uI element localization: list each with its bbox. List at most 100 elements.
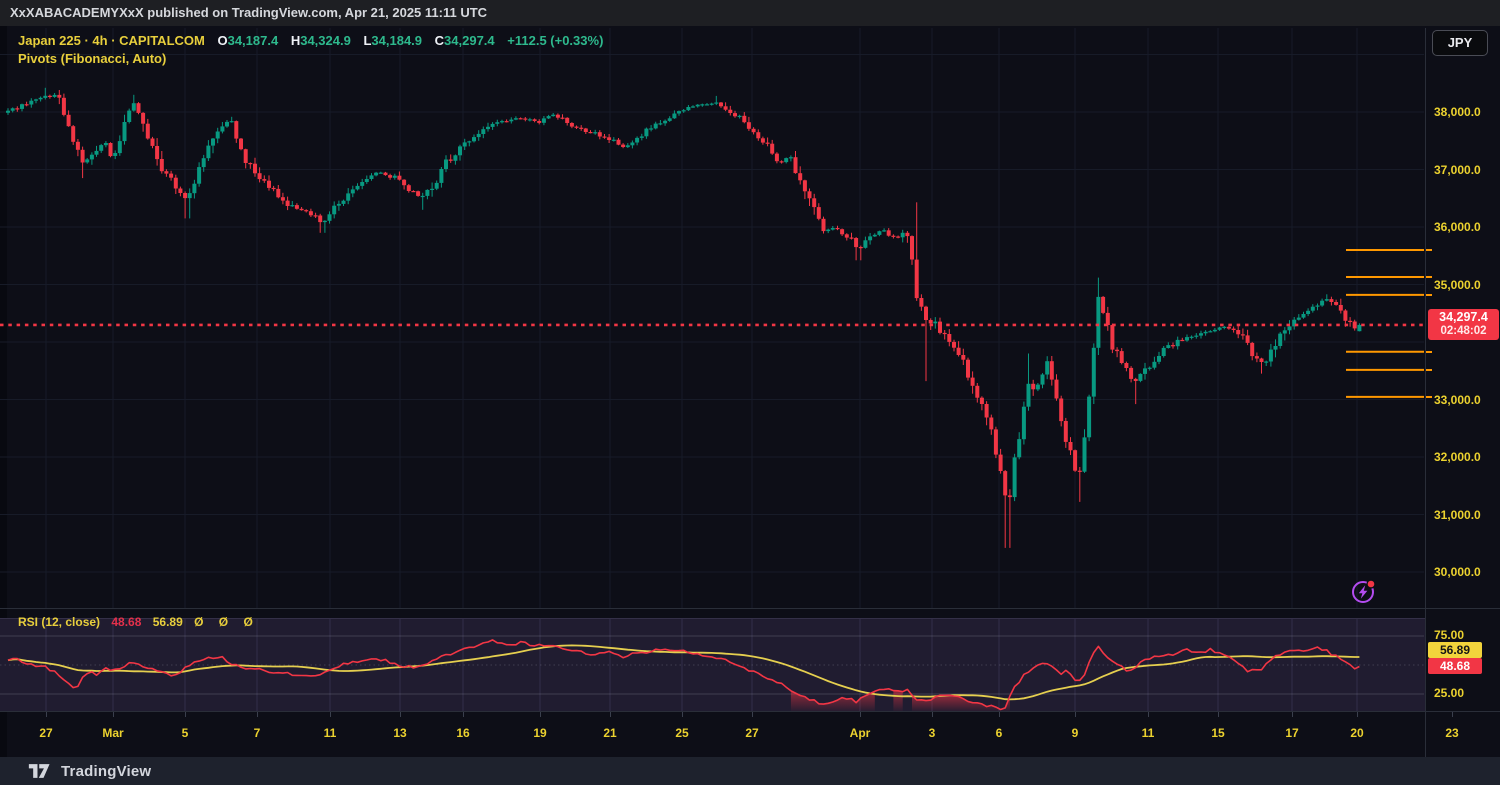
price-axis-label: 37,000.0 bbox=[1434, 162, 1481, 177]
bar-countdown: 02:48:02 bbox=[1440, 325, 1487, 338]
price-axis-label: 31,000.0 bbox=[1434, 507, 1481, 522]
time-axis-tick bbox=[682, 712, 683, 717]
time-axis-tick bbox=[330, 712, 331, 717]
indicator-legend-pivots[interactable]: Pivots (Fibonacci, Auto) bbox=[18, 51, 167, 66]
time-axis-label: 19 bbox=[533, 726, 547, 740]
price-axis-label: 30,000.0 bbox=[1434, 565, 1481, 579]
symbol-legend-row[interactable]: Japan 225 · 4h · CAPITALCOM O34,187.4 H3… bbox=[18, 33, 603, 48]
time-axis-label: 21 bbox=[603, 726, 617, 740]
price-axis-label: 36,000.0 bbox=[1434, 220, 1481, 234]
fib-level-tick bbox=[1426, 350, 1432, 353]
time-axis-label: 7 bbox=[253, 726, 261, 740]
price-axis-label: 38,000.0 bbox=[1434, 105, 1481, 119]
boost-icon[interactable] bbox=[1348, 576, 1380, 608]
rsi-current-value: 48.68 bbox=[111, 615, 142, 629]
symbol-title[interactable]: Japan 225 · 4h · CAPITALCOM bbox=[18, 33, 205, 48]
price-axis-label: 35,000.0 bbox=[1434, 277, 1481, 292]
rsi-pane-bottom-border bbox=[0, 711, 1500, 712]
main-chart-pane[interactable]: Japan 225 · 4h · CAPITALCOM O34,187.4 H3… bbox=[0, 28, 1425, 608]
time-axis-label: 5 bbox=[181, 726, 189, 740]
price-scale[interactable]: JPY 34,297.4 02:48:02 38,000.0 37,000.0 36… bbox=[1425, 28, 1500, 757]
rsi-ma-line bbox=[7, 644, 1360, 701]
chart-left-inset bbox=[0, 26, 7, 757]
rsi-ma-badge: 56.89 bbox=[1428, 641, 1482, 658]
open-value: 34,187.4 bbox=[227, 33, 279, 48]
close-label: C bbox=[434, 33, 445, 48]
time-axis-tick bbox=[1148, 712, 1149, 717]
time-axis-label: 20 bbox=[1350, 726, 1364, 740]
time-axis-tick bbox=[257, 712, 258, 717]
high-value: 34,324.9 bbox=[300, 33, 351, 48]
price-axis-label: 33,000.0 bbox=[1434, 392, 1481, 407]
time-axis-tick bbox=[1075, 712, 1076, 717]
rsi-upper-band-label: 75.00 bbox=[1434, 628, 1465, 642]
rsi-legend-row[interactable]: RSI (12, close) 48.68 56.89 Ø Ø Ø bbox=[18, 615, 259, 629]
rsi-line bbox=[7, 639, 1360, 711]
tradingview-logo-icon bbox=[28, 764, 50, 778]
price-axis-label: 32,000.0 bbox=[1434, 450, 1481, 464]
time-axis-label: 11 bbox=[323, 726, 337, 740]
time-axis-label: 16 bbox=[456, 726, 470, 740]
rsi-value-badge: 48.68 bbox=[1428, 657, 1482, 674]
brand-name: TradingView bbox=[61, 762, 152, 780]
time-axis-tick bbox=[932, 712, 933, 717]
time-axis-tick bbox=[1357, 712, 1358, 717]
pane-separator[interactable] bbox=[0, 608, 1500, 609]
time-axis-tick bbox=[1292, 712, 1293, 717]
time-axis-tick bbox=[999, 712, 1000, 717]
time-axis-label: 15 bbox=[1211, 726, 1225, 740]
rsi-lower-band-label: 25.00 bbox=[1434, 686, 1465, 700]
time-axis-tick bbox=[1452, 712, 1453, 717]
currency-button[interactable]: JPY bbox=[1432, 30, 1488, 56]
fib-level-tick bbox=[1426, 395, 1432, 398]
candlestick-chart-canvas[interactable] bbox=[0, 28, 1425, 608]
time-axis-label: 27 bbox=[745, 726, 759, 740]
time-axis-tick bbox=[610, 712, 611, 717]
time-axis-label: 6 bbox=[995, 726, 1003, 740]
time-axis-tick bbox=[463, 712, 464, 717]
fib-level-tick bbox=[1426, 293, 1432, 296]
time-axis-tick bbox=[46, 712, 47, 717]
time-axis-label: 3 bbox=[928, 726, 936, 740]
fib-level-tick bbox=[1426, 249, 1432, 251]
time-axis-label: 9 bbox=[1071, 726, 1079, 740]
time-axis-label: 25 bbox=[675, 726, 689, 740]
rsi-empty-values: Ø Ø Ø bbox=[194, 615, 259, 629]
publish-info-bar: XxXABACADEMYXxX published on TradingView… bbox=[0, 0, 1500, 26]
candle-wicks bbox=[7, 87, 1360, 548]
open-label: O bbox=[217, 33, 228, 48]
fib-level-tick bbox=[1426, 368, 1432, 371]
time-scale[interactable]: 27 Mar 5 7 11 13 16 19 21 25 27 Apr 3 6 9 11 15 17 20 23 bbox=[0, 712, 1500, 757]
time-axis-label: 11 bbox=[1141, 726, 1155, 740]
fib-level-tick bbox=[1426, 276, 1432, 278]
tradingview-logo-link[interactable]: TradingView bbox=[28, 763, 151, 780]
low-value: 34,184.9 bbox=[371, 33, 423, 48]
time-axis-tick bbox=[113, 712, 114, 717]
time-axis-tick bbox=[185, 712, 186, 717]
low-label: L bbox=[363, 33, 372, 48]
time-axis-label: 17 bbox=[1285, 726, 1299, 740]
time-axis-tick bbox=[860, 712, 861, 717]
last-price-value: 34,297.4 bbox=[1439, 310, 1488, 325]
close-value: 34,297.4 bbox=[444, 33, 495, 48]
time-axis-tick bbox=[540, 712, 541, 717]
last-price-badge: 34,297.4 02:48:02 bbox=[1428, 309, 1499, 341]
candle-bodies bbox=[6, 94, 1362, 498]
lightning-icon bbox=[1352, 579, 1376, 603]
time-axis-label: 13 bbox=[393, 726, 407, 740]
rsi-title[interactable]: RSI (12, close) bbox=[18, 615, 101, 629]
time-axis-tick bbox=[1218, 712, 1219, 717]
time-axis-tick bbox=[752, 712, 753, 717]
rsi-indicator-pane[interactable] bbox=[0, 618, 1425, 711]
rsi-ma-value: 56.89 bbox=[152, 615, 183, 629]
high-label: H bbox=[290, 33, 301, 48]
bottom-brand-bar: TradingView bbox=[0, 757, 1500, 785]
time-axis-tick bbox=[400, 712, 401, 717]
notification-dot bbox=[1367, 580, 1375, 588]
publish-info-text: XxXABACADEMYXxX published on TradingView… bbox=[10, 5, 488, 20]
time-axis-label: 27 bbox=[39, 726, 53, 740]
time-axis-label: Mar bbox=[102, 726, 124, 740]
change-value: +112.5 (+0.33%) bbox=[507, 33, 604, 48]
rsi-chart-canvas[interactable] bbox=[0, 619, 1425, 711]
